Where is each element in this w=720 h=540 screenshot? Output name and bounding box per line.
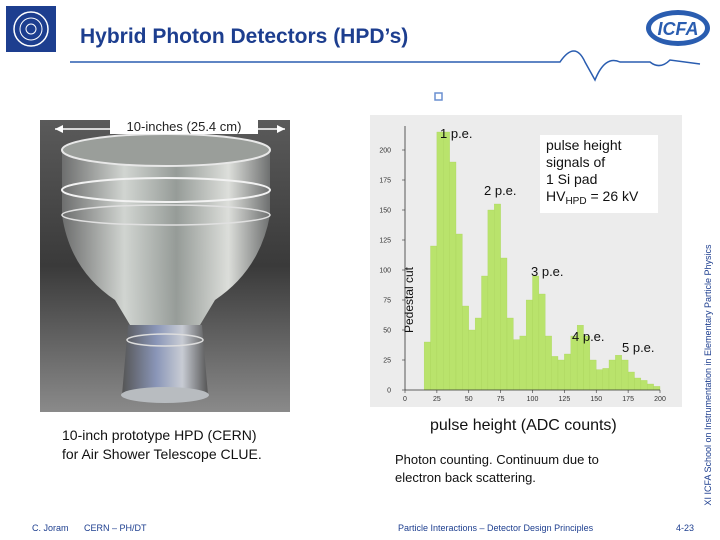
photo-caption: 10-inch prototype HPD (CERN) [62, 427, 257, 443]
sidebar-text: XI ICFA School on Instrumentation in Ele… [703, 244, 713, 506]
bar [519, 335, 527, 391]
bar [468, 329, 476, 391]
bar [436, 131, 444, 391]
bar [634, 377, 642, 391]
hv-sub: HPD [565, 196, 586, 207]
bar [423, 341, 431, 391]
y-tick-label: 100 [379, 268, 391, 275]
y-tick-label: 50 [383, 328, 391, 335]
signal-note: 1 Si pad [546, 171, 597, 187]
bar [570, 335, 578, 391]
bar [500, 257, 508, 391]
bar [602, 368, 610, 391]
dimension-label: 10-inches (25.4 cm) [127, 119, 242, 134]
hv-label: HVHPD = 26 kV [546, 188, 639, 207]
pedestal-label: Pedestal cut [402, 266, 416, 333]
label-bg [110, 118, 258, 134]
bar [538, 293, 546, 391]
bar [455, 233, 463, 391]
x-tick-label: 100 [527, 396, 539, 403]
bar [647, 383, 654, 391]
footer-affiliation: CERN – PH/DT [84, 523, 147, 533]
bar [506, 317, 514, 391]
bar [589, 359, 597, 391]
photo-caption: for Air Shower Telescope CLUE. [62, 446, 262, 462]
bar [430, 245, 438, 391]
x-tick-label: 0 [403, 396, 407, 403]
icfa-logo: ICFA [646, 10, 710, 46]
bar [551, 356, 559, 391]
bar [443, 131, 450, 391]
footer-page: 4-23 [676, 523, 694, 533]
y-tick-label: 0 [387, 388, 391, 395]
hv-main: HV [546, 188, 566, 204]
y-tick-label: 25 [383, 358, 391, 365]
x-tick-label: 50 [465, 396, 473, 403]
bar [449, 161, 457, 391]
x-axis-label: pulse height (ADC counts) [430, 417, 617, 434]
peak-label: 3 p.e. [531, 264, 564, 279]
bar [487, 209, 495, 391]
bar [621, 359, 629, 391]
footer-author: C. Joram [32, 523, 69, 533]
x-tick-label: 175 [622, 396, 634, 403]
header-line [70, 50, 701, 82]
cern-logo [6, 6, 56, 52]
peak-label: 2 p.e. [484, 183, 517, 198]
y-tick-label: 75 [383, 298, 391, 305]
bar [474, 317, 482, 391]
x-tick-label: 125 [559, 396, 571, 403]
bar [640, 380, 648, 391]
note-bg [540, 135, 658, 213]
bar [608, 359, 616, 391]
peak-label: 5 p.e. [622, 340, 655, 355]
x-tick-label: 150 [590, 396, 602, 403]
hpd-photo [40, 120, 290, 412]
signal-note: pulse height [546, 137, 622, 153]
peak-label: 4 p.e. [572, 329, 605, 344]
signal-note: signals of [546, 154, 605, 170]
bar [513, 339, 520, 391]
bullet [434, 92, 443, 101]
footer-course: Particle Interactions – Detector Design … [398, 523, 594, 533]
bar [462, 305, 469, 391]
slide-title: Hybrid Photon Detectors (HPD’s) [80, 25, 408, 48]
bar [481, 275, 489, 391]
bar [615, 355, 622, 391]
bar [653, 386, 661, 391]
logo-text: ICFA [657, 19, 698, 39]
bar [532, 275, 540, 391]
bar [557, 359, 565, 391]
bar [545, 335, 552, 391]
y-tick-label: 125 [379, 238, 391, 245]
histogram: 0 25 50 75 100 125 150 175 200 0 25 50 75 100 125 150 17… [379, 126, 666, 403]
bar [525, 299, 533, 391]
x-tick-label: 200 [654, 396, 666, 403]
description: Photon counting. Continuum due to [395, 452, 599, 467]
x-tick-label: 25 [433, 396, 441, 403]
y-tick-label: 150 [379, 208, 391, 215]
peak-label: 1 p.e. [440, 126, 473, 141]
y-tick-label: 200 [379, 148, 391, 155]
x-tick-label: 75 [497, 396, 505, 403]
bar [596, 369, 603, 391]
bar [494, 203, 501, 391]
description: electron back scattering. [395, 470, 536, 485]
bar [564, 353, 571, 391]
bar [583, 335, 591, 391]
y-tick-label: 175 [379, 178, 391, 185]
bar [627, 371, 635, 391]
hv-rest: = 26 kV [587, 188, 639, 204]
